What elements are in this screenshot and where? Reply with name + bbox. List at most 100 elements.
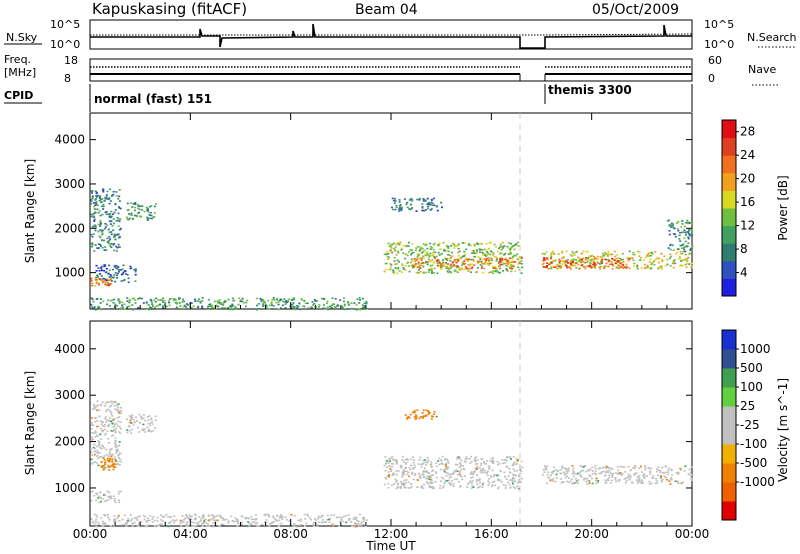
- noise-search-line: [90, 33, 693, 36]
- echo-cell: [636, 266, 639, 268]
- echo-cell: [182, 521, 185, 524]
- echo-cell: [114, 440, 117, 442]
- echo-cell: [510, 252, 512, 255]
- echo-cell: [128, 305, 131, 307]
- echo-cell: [91, 195, 94, 197]
- echo-cell: [130, 520, 133, 522]
- nave-label: Nave: [748, 63, 776, 76]
- echo-cell: [104, 432, 107, 435]
- echo-cell: [95, 279, 98, 281]
- echo-cell: [90, 279, 92, 282]
- echo-cell: [669, 257, 672, 259]
- echo-cell: [97, 521, 100, 524]
- echo-cell: [356, 520, 359, 522]
- echo-cell: [428, 485, 431, 487]
- echo-cell: [660, 265, 663, 268]
- colorbar-tick-label: 1000: [740, 342, 771, 356]
- echo-cell: [127, 518, 130, 520]
- echo-cell: [347, 514, 350, 516]
- echo-cell: [428, 254, 431, 257]
- echo-cell: [685, 233, 688, 235]
- echo-cell: [646, 264, 649, 267]
- echo-cell: [477, 243, 479, 245]
- echo-cell: [291, 303, 294, 306]
- echo-cell: [107, 299, 110, 302]
- echo-cell: [101, 429, 104, 432]
- echo-cell: [566, 472, 569, 474]
- echo-cell: [457, 247, 460, 250]
- echo-cell: [91, 284, 94, 287]
- echo-cell: [591, 482, 594, 485]
- echo-cell: [581, 260, 584, 262]
- echo-cell: [570, 478, 573, 480]
- colorbar-tick-label: 28: [740, 125, 755, 139]
- echo-cell: [510, 265, 513, 268]
- echo-cell: [320, 521, 323, 524]
- echo-cell: [669, 248, 672, 251]
- echo-cell: [492, 459, 494, 462]
- echo-cell: [417, 261, 420, 263]
- echo-cell: [148, 217, 151, 219]
- velocity-echo-cells: [90, 400, 694, 528]
- echo-cell: [511, 478, 514, 481]
- echo-cell: [422, 409, 425, 411]
- echo-cell: [103, 424, 106, 426]
- echo-cell: [113, 233, 116, 235]
- echo-cell: [503, 471, 506, 474]
- echo-cell: [99, 198, 102, 201]
- echo-cell: [310, 306, 313, 309]
- echo-cell: [447, 268, 450, 271]
- echo-cell: [362, 517, 364, 519]
- echo-cell: [459, 471, 461, 473]
- echo-cell: [100, 279, 103, 281]
- echo-cell: [420, 262, 423, 264]
- echo-cell: [94, 225, 97, 228]
- echo-cell: [94, 430, 97, 432]
- echo-cell: [441, 455, 444, 458]
- echo-cell: [183, 518, 185, 521]
- echo-cell: [391, 206, 393, 209]
- echo-cell: [101, 246, 104, 249]
- echo-cell: [387, 242, 390, 245]
- echo-cell: [405, 203, 408, 206]
- echo-cell: [627, 476, 630, 479]
- echo-cell: [499, 256, 502, 259]
- echo-cell: [427, 254, 429, 256]
- echo-cell: [104, 211, 107, 214]
- echo-cell: [95, 282, 98, 284]
- echo-cell: [265, 513, 268, 516]
- echo-cell: [394, 208, 397, 211]
- echo-cell: [107, 228, 110, 231]
- echo-cell: [682, 248, 685, 250]
- echo-cell: [97, 275, 99, 278]
- echo-cell: [130, 417, 132, 420]
- echo-cell: [201, 305, 204, 307]
- echo-cell: [118, 236, 121, 238]
- echo-cell: [229, 308, 232, 311]
- echo-cell: [174, 520, 177, 522]
- echo-cell: [433, 272, 436, 274]
- echo-cell: [505, 457, 508, 459]
- echo-cell: [93, 216, 96, 219]
- echo-cell: [449, 482, 452, 484]
- echo-cell: [644, 465, 646, 467]
- echo-cell: [419, 416, 422, 418]
- echo-cell: [677, 473, 680, 475]
- echo-cell: [293, 523, 296, 525]
- echo-cell: [156, 524, 159, 527]
- echo-cell: [634, 465, 637, 468]
- echo-cell: [638, 255, 641, 257]
- echo-cell: [435, 260, 438, 262]
- echo-cell: [575, 259, 578, 261]
- echo-cell: [90, 439, 93, 442]
- echo-cell: [120, 460, 123, 463]
- echo-cell: [446, 250, 449, 252]
- echo-cell: [179, 519, 182, 522]
- echo-cell: [589, 475, 592, 478]
- echo-cell: [168, 301, 171, 304]
- echo-cell: [507, 475, 510, 477]
- echo-cell: [604, 266, 607, 268]
- echo-cell: [670, 468, 673, 471]
- echo-cell: [582, 266, 585, 268]
- echo-cell: [657, 469, 660, 471]
